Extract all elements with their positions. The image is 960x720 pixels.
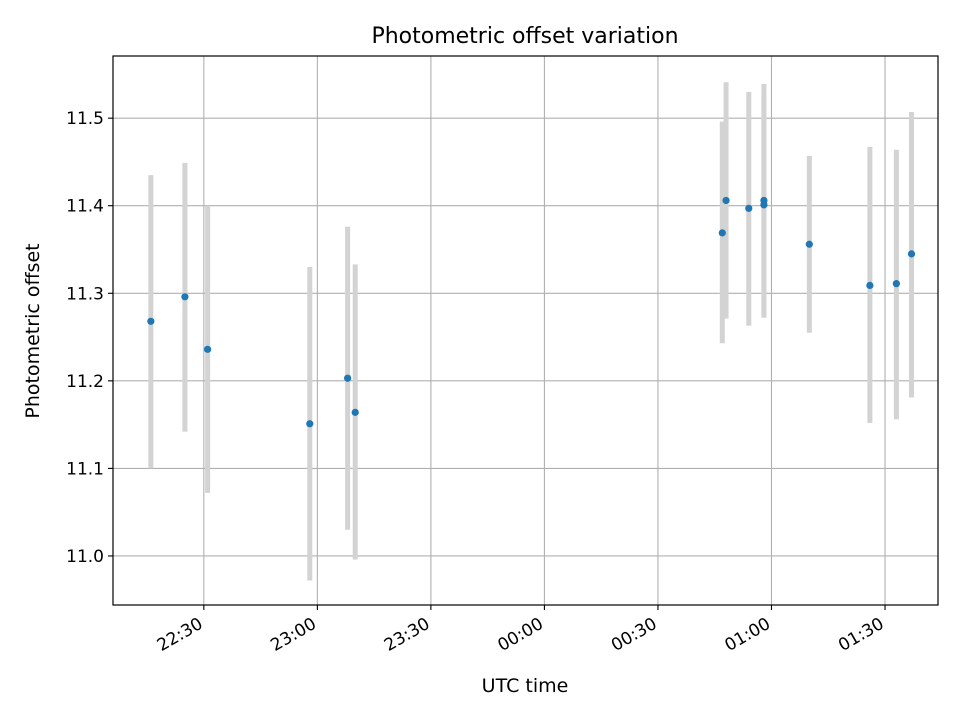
y-tick-label: 11.5: [66, 109, 104, 129]
x-axis-label: UTC time: [482, 675, 569, 697]
data-point: [892, 280, 900, 288]
data-point: [344, 374, 352, 382]
grid-layer: [113, 56, 938, 605]
chart-title: Photometric offset variation: [371, 24, 678, 49]
y-tick-label: 11.4: [66, 197, 104, 217]
data-point: [805, 240, 813, 248]
data-point: [866, 281, 874, 290]
y-axis-label: Photometric offset: [22, 243, 44, 418]
data-point: [306, 420, 314, 428]
data-point: [760, 201, 768, 209]
data-point: [718, 229, 726, 237]
point-layer: [147, 196, 916, 428]
y-tick-label: 11.1: [66, 459, 104, 479]
data-point: [147, 317, 155, 325]
data-point: [745, 204, 753, 212]
data-point: [204, 345, 212, 353]
data-point: [722, 196, 730, 205]
plot-area-frame: [112, 55, 939, 606]
y-tick-label: 11.0: [66, 547, 104, 567]
data-point: [907, 250, 916, 258]
y-tick-label: 11.2: [66, 372, 104, 392]
y-tick-label: 11.3: [66, 284, 104, 304]
data-point: [351, 408, 359, 416]
data-point: [181, 293, 189, 301]
